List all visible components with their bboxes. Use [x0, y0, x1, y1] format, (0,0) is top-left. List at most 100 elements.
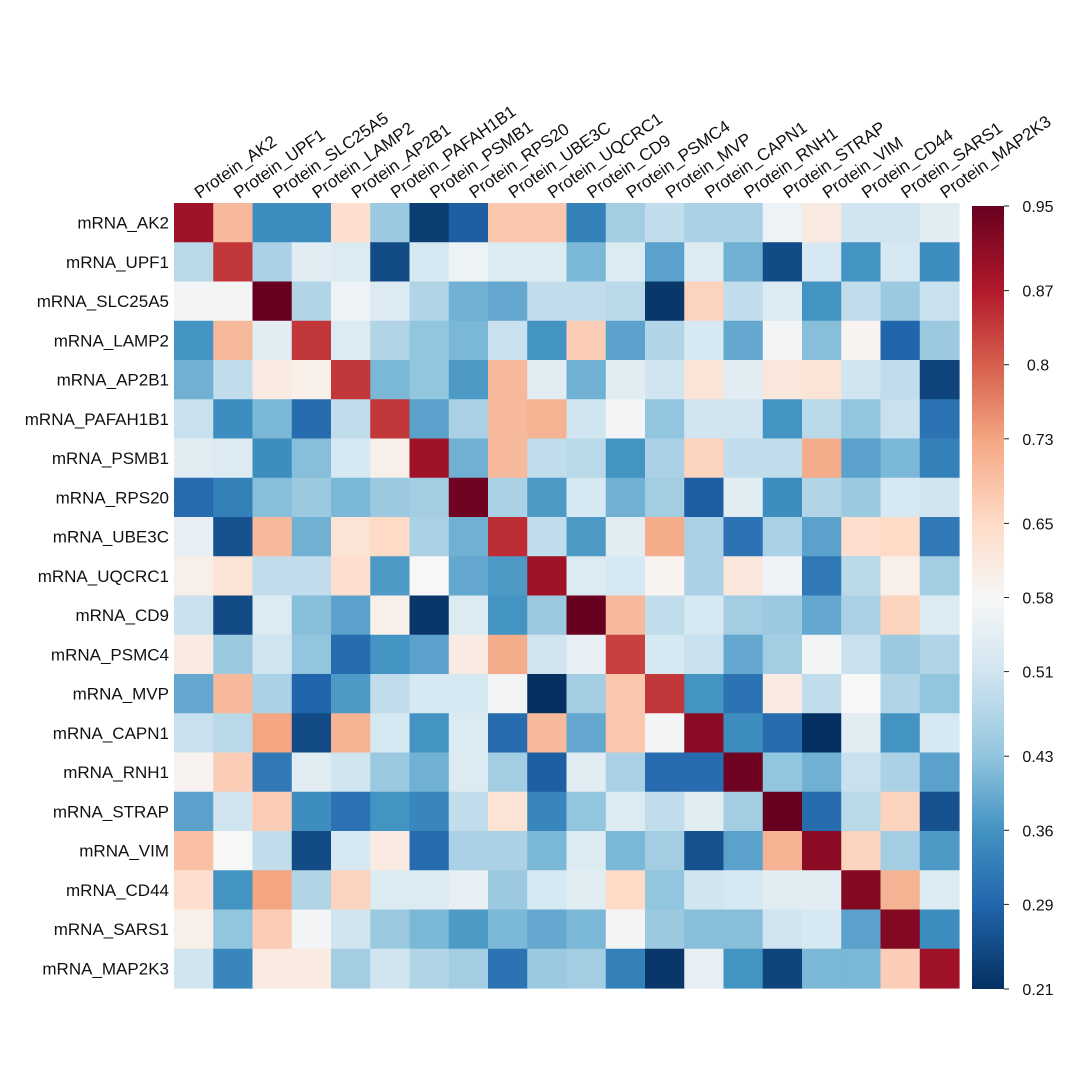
heatmap-cell	[252, 831, 293, 871]
heatmap-cell	[919, 399, 960, 440]
heatmap-cell	[213, 634, 254, 675]
heatmap-cell	[566, 360, 607, 400]
heatmap-cell	[291, 595, 332, 636]
heatmap-cell	[566, 281, 607, 322]
heatmap-cell	[213, 438, 254, 479]
heatmap-cell	[370, 831, 411, 871]
heatmap-cell	[370, 203, 411, 243]
heatmap-cells	[174, 203, 960, 989]
heatmap-cell	[331, 870, 371, 911]
heatmap-cell	[213, 948, 254, 989]
heatmap-cell	[409, 831, 450, 871]
heatmap-cell	[252, 674, 293, 714]
row-label: mRNA_MVP	[73, 685, 169, 704]
heatmap-cell	[448, 870, 489, 911]
heatmap-cell	[802, 281, 842, 322]
heatmap-cell	[762, 399, 803, 440]
heatmap-cell	[213, 595, 254, 636]
heatmap-cell	[527, 752, 568, 793]
heatmap-cell	[605, 360, 646, 400]
heatmap-cell	[566, 556, 607, 597]
heatmap-cell	[213, 477, 254, 518]
heatmap-cell	[409, 870, 450, 911]
heatmap-cell	[448, 203, 489, 243]
heatmap-cell	[331, 360, 371, 400]
heatmap-cell	[488, 752, 528, 793]
heatmap-cell	[448, 320, 489, 361]
heatmap-cell	[880, 674, 921, 714]
heatmap-cell	[723, 831, 764, 871]
heatmap-cell	[605, 948, 646, 989]
heatmap-cell	[448, 752, 489, 793]
heatmap-cell	[802, 831, 842, 871]
heatmap-cell	[566, 870, 607, 911]
heatmap-cell	[723, 320, 764, 361]
heatmap-cell	[762, 713, 803, 754]
row-label: mRNA_CD44	[66, 881, 169, 900]
heatmap-cell	[252, 556, 293, 597]
heatmap-cell	[331, 909, 371, 950]
heatmap-cell	[331, 713, 371, 754]
heatmap-cell	[841, 320, 882, 361]
heatmap-cell	[174, 595, 214, 636]
heatmap-cell	[880, 281, 921, 322]
heatmap-cell	[841, 909, 882, 950]
heatmap-cell	[762, 281, 803, 322]
heatmap-cell	[645, 674, 685, 714]
heatmap-cell	[213, 360, 254, 400]
heatmap-cell	[605, 242, 646, 283]
colorbar: 0.95 0.87 0.8 0.73 0.65 0.58 0.51 0.43 0.36 0.29 0…	[972, 199, 1054, 999]
heatmap-cell	[409, 713, 450, 754]
heatmap-cell	[213, 713, 254, 754]
heatmap-cell	[802, 791, 842, 832]
heatmap-cell	[527, 556, 568, 597]
heatmap-cell	[488, 517, 528, 557]
heatmap-cell	[174, 752, 214, 793]
heatmap-cell	[645, 752, 685, 793]
heatmap-cell	[370, 320, 411, 361]
heatmap-cell	[409, 634, 450, 675]
heatmap-cell	[762, 438, 803, 479]
heatmap-cell	[566, 399, 607, 440]
heatmap-cell	[174, 556, 214, 597]
heatmap-cell	[174, 909, 214, 950]
heatmap-cell	[684, 360, 725, 400]
heatmap-cell	[448, 556, 489, 597]
heatmap-cell	[841, 791, 882, 832]
heatmap-cell	[880, 634, 921, 675]
heatmap-cell	[331, 831, 371, 871]
heatmap-cell	[919, 360, 960, 400]
heatmap-cell	[527, 870, 568, 911]
heatmap-cell	[919, 203, 960, 243]
heatmap-cell	[841, 948, 882, 989]
heatmap-cell	[645, 831, 685, 871]
heatmap-cell	[370, 517, 411, 557]
heatmap-cell	[919, 752, 960, 793]
heatmap-cell	[605, 909, 646, 950]
heatmap-cell	[527, 831, 568, 871]
heatmap-cell	[448, 242, 489, 283]
heatmap-cell	[605, 870, 646, 911]
heatmap-cell	[527, 360, 568, 400]
heatmap-cell	[684, 713, 725, 754]
heatmap-cell	[448, 477, 489, 518]
heatmap-cell	[802, 477, 842, 518]
heatmap-cell	[645, 360, 685, 400]
heatmap-cell	[880, 242, 921, 283]
heatmap-cell	[723, 634, 764, 675]
heatmap-cell	[488, 831, 528, 871]
heatmap-cell	[566, 242, 607, 283]
heatmap-cell	[488, 948, 528, 989]
heatmap-cell	[880, 556, 921, 597]
heatmap-cell	[605, 320, 646, 361]
heatmap-cell	[174, 948, 214, 989]
row-label: mRNA_SLC25A5	[37, 292, 169, 311]
heatmap-cell	[213, 791, 254, 832]
heatmap-cell	[252, 438, 293, 479]
heatmap-cell	[488, 477, 528, 518]
heatmap-cell	[527, 438, 568, 479]
heatmap-cell	[331, 438, 371, 479]
heatmap-cell	[605, 634, 646, 675]
heatmap-cell	[880, 831, 921, 871]
heatmap-cell	[331, 320, 371, 361]
